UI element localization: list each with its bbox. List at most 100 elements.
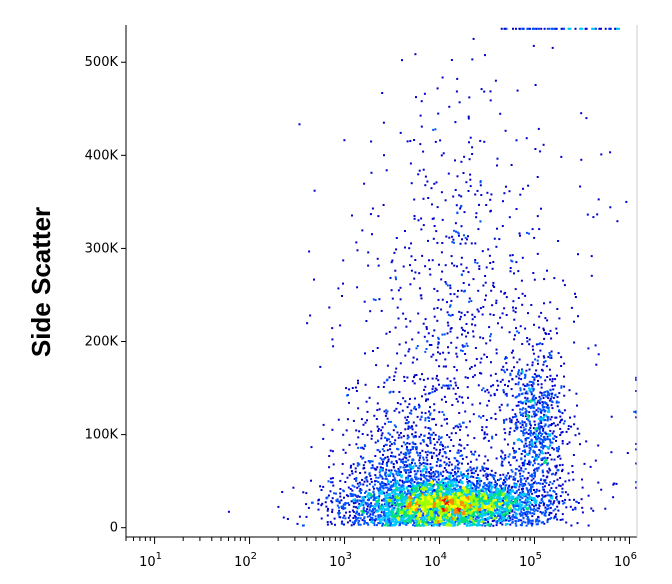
data-point: [483, 470, 486, 473]
data-point: [355, 512, 358, 515]
data-point: [494, 481, 497, 483]
data-point: [443, 515, 446, 518]
data-point: [431, 455, 434, 458]
data-point: [451, 507, 454, 510]
data-point: [478, 520, 481, 522]
data-point: [483, 504, 486, 507]
data-point: [439, 510, 442, 513]
data-point: [496, 496, 499, 499]
data-point: [437, 491, 440, 493]
data-point: [434, 521, 437, 524]
data-point: [388, 492, 391, 495]
data-point: [362, 497, 365, 500]
data-point: [339, 492, 342, 495]
data-point: [544, 506, 547, 509]
data-point: [464, 490, 467, 493]
data-point: [458, 443, 461, 446]
data-point: [362, 506, 365, 509]
data-point: [370, 520, 373, 523]
data-point: [433, 505, 436, 508]
data-point: [494, 479, 497, 482]
data-point: [317, 508, 320, 511]
data-point: [400, 500, 403, 503]
data-point: [426, 505, 429, 508]
data-point: [437, 470, 439, 473]
data-point: [392, 465, 395, 468]
data-point: [440, 481, 443, 484]
data-point: [408, 442, 411, 445]
data-point: [382, 516, 385, 519]
data-point: [423, 517, 426, 520]
data-point: [499, 503, 502, 506]
data-point: [454, 473, 457, 475]
data-point: [509, 517, 512, 519]
data-point: [466, 521, 469, 523]
data-point: [500, 504, 503, 507]
data-point: [353, 514, 356, 517]
data-point: [331, 481, 334, 484]
data-point: [364, 471, 367, 474]
data-point: [369, 492, 372, 495]
data-point: [422, 509, 425, 512]
data-point: [392, 455, 395, 458]
data-point: [417, 454, 420, 457]
data-point: [421, 495, 424, 497]
data-point: [460, 311, 463, 314]
data-point: [542, 495, 545, 498]
data-point: [493, 474, 496, 477]
data-point: [508, 501, 511, 503]
data-point: [443, 413, 445, 416]
data-point: [447, 509, 450, 512]
data-point: [408, 492, 411, 495]
data-point: [369, 494, 371, 497]
data-point: [538, 505, 541, 507]
data-point: [362, 501, 365, 504]
data-point: [481, 429, 484, 432]
data-point: [429, 518, 432, 521]
data-point: [355, 510, 358, 513]
data-point: [395, 523, 398, 526]
data-point: [499, 519, 502, 522]
data-point: [390, 497, 393, 500]
data-point: [480, 505, 483, 508]
data-point: [590, 255, 593, 258]
data-point: [514, 500, 516, 503]
data-point: [392, 475, 395, 478]
data-point: [471, 524, 473, 527]
data-point: [530, 508, 533, 511]
data-point: [459, 499, 462, 502]
data-point: [388, 438, 390, 441]
data-point: [379, 468, 381, 471]
data-point: [363, 516, 366, 519]
data-point: [471, 468, 474, 471]
data-point: [375, 502, 378, 505]
data-point: [402, 486, 404, 489]
data-point: [400, 516, 403, 519]
data-point: [364, 491, 366, 494]
data-point: [370, 430, 373, 433]
data-point: [497, 494, 500, 497]
data-point: [407, 469, 410, 472]
data-point: [355, 443, 358, 446]
data-point: [453, 510, 456, 512]
data-point: [387, 460, 390, 463]
data-point: [538, 501, 541, 504]
data-point: [391, 472, 394, 475]
data-point: [352, 493, 354, 496]
data-point: [472, 453, 475, 456]
data-point: [490, 516, 493, 519]
data-point: [522, 520, 525, 523]
data-point: [453, 471, 456, 473]
data-point: [485, 513, 488, 516]
data-point: [413, 516, 416, 519]
data-point: [415, 476, 418, 479]
data-point: [546, 494, 549, 497]
data-point: [394, 482, 397, 485]
data-point: [358, 514, 361, 517]
data-point: [357, 523, 360, 526]
data-point: [445, 514, 448, 517]
data-point: [371, 516, 374, 519]
data-point: [341, 520, 344, 523]
data-point: [347, 516, 350, 519]
data-point: [372, 518, 374, 521]
